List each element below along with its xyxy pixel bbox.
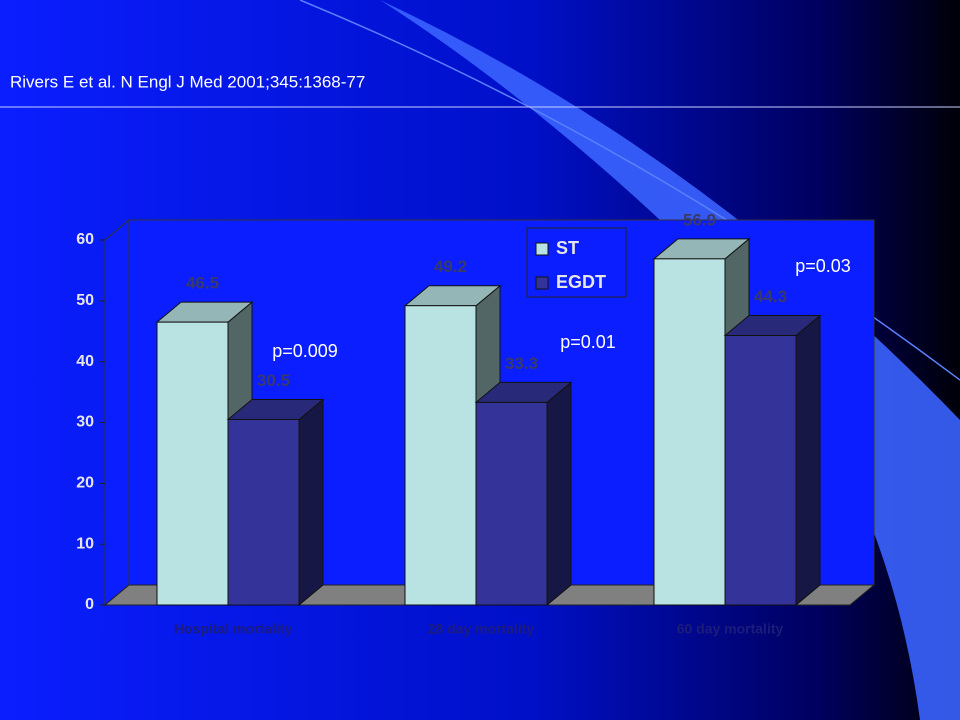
p-value: p=0.01 (560, 332, 616, 352)
p-value: p=0.03 (795, 256, 851, 276)
bar (227, 418, 300, 606)
bar-side (298, 398, 324, 607)
bar (404, 305, 477, 606)
legend-swatch (535, 242, 549, 256)
y-tick-label: 40 (76, 353, 94, 370)
x-tick-label: 28 day mortality (428, 621, 535, 637)
bar (475, 401, 548, 606)
bar-side (795, 314, 821, 607)
legend-label: ST (556, 238, 579, 258)
x-tick-label: Hospital mortality (174, 621, 292, 637)
side-wall (104, 218, 130, 607)
value-label: 46.5 (186, 274, 219, 293)
legend-swatch (535, 276, 549, 290)
legend-label: EGDT (556, 272, 606, 292)
value-label: 33.3 (505, 354, 538, 373)
bar-side (546, 381, 572, 607)
bar (724, 335, 797, 606)
x-tick-label: 60 day mortality (677, 621, 784, 637)
value-label: 30.5 (257, 371, 290, 390)
value-label: 44.3 (754, 287, 787, 306)
legend-box (526, 227, 627, 298)
chart: 0 10 20 30 40 50 60 46.5 30.5 Hospital mortality 4… (76, 210, 876, 637)
source-citation: Rivers E et al. N Engl J Med 2001;345:13… (10, 72, 365, 91)
bar (653, 258, 726, 606)
value-label: 49.2 (434, 257, 467, 276)
y-tick-label: 30 (76, 414, 94, 431)
p-value: p=0.009 (272, 341, 338, 361)
y-tick-label: 50 (76, 292, 94, 309)
y-tick-label: 10 (76, 535, 94, 552)
y-tick-label: 0 (85, 596, 94, 613)
bar (156, 321, 229, 606)
y-tick-label: 60 (76, 231, 94, 248)
value-label: 56.9 (683, 210, 716, 229)
y-tick-label: 20 (76, 475, 94, 492)
